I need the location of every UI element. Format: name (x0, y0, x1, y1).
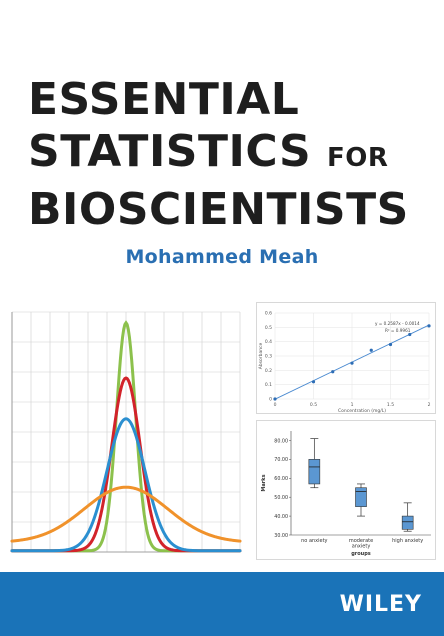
box-y-tick-label: 60.00 (274, 476, 288, 482)
box-y-tick-label: 40.00 (274, 514, 288, 520)
scatter-y-axis-label: Absorbance (258, 342, 264, 369)
scatter-x-tick-label: 2 (428, 402, 431, 408)
box-y-tick-label: 50.00 (274, 495, 288, 501)
marks-boxplot-chart: 30.00 40.00 50.00 60.00 70.00 80.00 no anxiety… (256, 420, 436, 560)
title-line-essential: ESSENTIAL (28, 74, 300, 125)
scatter-point (350, 361, 354, 365)
scatter-y-tick-label: 0.5 (265, 325, 272, 331)
box-iqr (401, 515, 414, 530)
box-x-axis-label: groups (351, 551, 371, 557)
scatter-y-tick-label: 0.1 (265, 382, 272, 388)
box-category-label: moderate (349, 538, 373, 544)
box-category-label: high anxiety (392, 538, 423, 544)
scatter-x-tick-label: 1 (351, 402, 354, 408)
marks-boxplot-svg: 30.00 40.00 50.00 60.00 70.00 80.00 no anxiety… (261, 431, 431, 557)
scatter-point (388, 342, 393, 347)
normal-distribution-svg (10, 311, 242, 553)
scatter-equation: y = 0.2587x - 0.0014 (375, 321, 420, 326)
scatter-point (427, 324, 431, 328)
scatter-x-axis-label: Concentration (mg/L) (338, 408, 386, 414)
scatter-point (408, 332, 412, 337)
scatter-y-tick-label: 0.2 (265, 368, 272, 374)
publisher-logo: WILEY (339, 592, 422, 617)
title-line-statistics: STATISTICS FOR (28, 126, 428, 184)
scatter-y-tick-label: 0 (269, 397, 272, 403)
box-y-tick-label: 80.00 (274, 438, 288, 444)
book-title: ESSENTIAL STATISTICS FOR BIOSCIENTISTS (28, 74, 428, 236)
scatter-point (273, 397, 277, 401)
curve-blue (10, 417, 242, 553)
box-category-label: anxiety (352, 544, 371, 550)
box-y-axis-label: Marks (261, 474, 267, 491)
scatter-point (369, 348, 373, 352)
box-y-tick-label: 30.00 (274, 533, 288, 539)
scatter-y-tick-label: 0.4 (265, 339, 272, 345)
scatter-x-tick-label: 0.5 (310, 402, 317, 408)
scatter-y-tick-label: 0.6 (265, 311, 272, 317)
box-category-label: no anxiety (301, 538, 327, 544)
box-iqr (355, 487, 367, 507)
box-y-tick-label: 70.00 (274, 457, 288, 463)
author-name: Mohammed Meah (125, 246, 319, 268)
title-word-for: FOR (327, 143, 389, 173)
box-iqr (308, 459, 321, 485)
calibration-scatter-chart: 0 0.1 0.2 0.3 0.4 0.5 0.6 0 0.5 1 1.5 2 y = 0.2587x … (256, 302, 436, 414)
normal-distribution-chart (6, 306, 246, 558)
scatter-y-tick-label: 0.3 (265, 354, 272, 360)
calibration-scatter-svg: 0 0.1 0.2 0.3 0.4 0.5 0.6 0 0.5 1 1.5 2 y = 0.2587x … (258, 311, 431, 414)
title-word-statistics: STATISTICS (28, 126, 312, 177)
scatter-x-tick-label: 1.5 (387, 402, 394, 408)
scatter-point (331, 370, 335, 374)
scatter-r-squared: R² = 0.9961 (385, 328, 411, 333)
curve-orange (10, 485, 242, 543)
scatter-point (311, 380, 316, 384)
scatter-x-tick-label: 0 (274, 402, 277, 408)
title-line-bioscientists: BIOSCIENTISTS (28, 184, 409, 235)
footer-bar: WILEY (0, 572, 444, 636)
